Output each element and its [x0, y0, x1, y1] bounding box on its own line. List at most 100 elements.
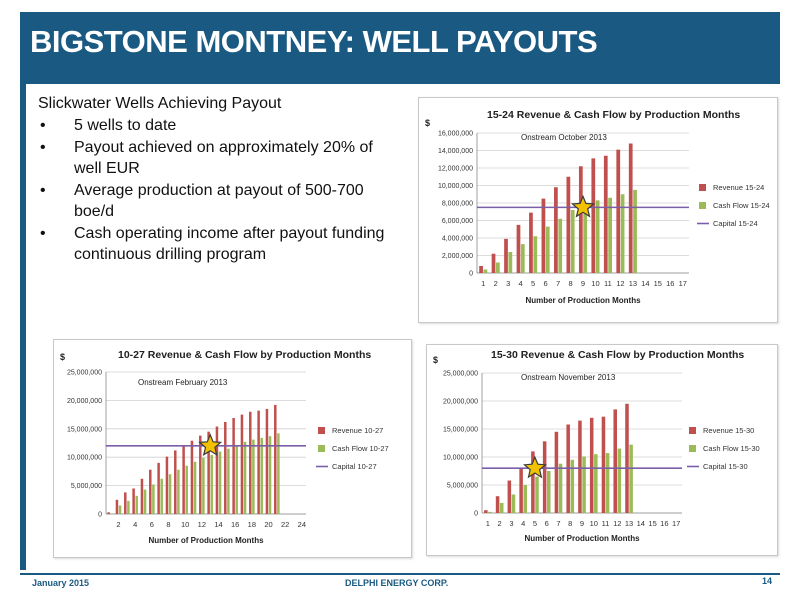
legend-label: Cash Flow 15-30 — [703, 444, 760, 453]
bullet-item: • Average production at payout of 500-700… — [38, 180, 398, 222]
cashflow-bar — [499, 502, 504, 513]
chart-10-27-svg: 10-27 Revenue & Cash Flow by Production … — [60, 349, 389, 545]
cashflow-bar — [617, 448, 622, 513]
revenue-bar — [257, 410, 260, 514]
legend-label: Capital 10-27 — [332, 462, 377, 471]
revenue-bar — [479, 266, 483, 273]
y-tick-label: 2,000,000 — [442, 253, 473, 260]
x-tick-label: 16 — [666, 279, 674, 288]
revenue-bar — [107, 512, 110, 514]
revenue-bar — [504, 238, 508, 273]
x-tick-label: 11 — [604, 279, 612, 288]
revenue-bar — [554, 187, 558, 273]
footer-company: DELPHI ENERGY CORP. — [345, 578, 449, 588]
x-tick-label: 2 — [494, 279, 498, 288]
revenue-bar — [491, 253, 496, 273]
chart-15-30-svg: 15-30 Revenue & Cash Flow by Production … — [433, 349, 760, 543]
x-tick-label: 10 — [591, 279, 599, 288]
x-tick-label: 12 — [198, 520, 206, 529]
revenue-bar — [132, 488, 135, 514]
cashflow-bar — [152, 484, 155, 514]
revenue-bar — [124, 492, 127, 514]
y-tick-label: 20,000,000 — [67, 398, 102, 405]
x-tick-label: 17 — [672, 519, 680, 528]
legend-label: Revenue 10-27 — [332, 426, 383, 435]
payout-star-icon — [570, 194, 596, 218]
chart-15-30: 15-30 Revenue & Cash Flow by Production … — [426, 344, 778, 556]
cashflow-bar — [202, 457, 205, 514]
revenue-bar — [589, 417, 594, 513]
cashflow-bar — [605, 453, 610, 513]
x-tick-label: 6 — [150, 520, 154, 529]
x-tick-label: 2 — [498, 519, 502, 528]
revenue-bar — [566, 176, 571, 273]
bullet-text: Average production at payout of 500-700 … — [74, 182, 364, 220]
x-tick-label: 8 — [568, 519, 572, 528]
revenue-bar — [507, 480, 512, 513]
revenue-bar — [274, 404, 277, 514]
y-tick-label: 0 — [469, 271, 473, 278]
cashflow-bar — [608, 197, 612, 273]
revenue-bar — [591, 158, 596, 273]
x-tick-label: 7 — [556, 519, 560, 528]
x-tick-label: 1 — [486, 519, 490, 528]
x-tick-label: 6 — [544, 279, 548, 288]
bullet-item: • 5 wells to date — [38, 115, 398, 136]
chart-15-24-svg: 15-24 Revenue & Cash Flow by Production … — [425, 109, 770, 305]
bullet-panel: Slickwater Wells Achieving Payout • 5 wel… — [38, 93, 398, 266]
revenue-bar — [495, 496, 500, 513]
cashflow-bar — [523, 485, 528, 513]
bullet-item: • Cash operating income after payout fund… — [38, 223, 398, 265]
x-tick-label: 13 — [629, 279, 637, 288]
cashflow-bar — [545, 226, 550, 273]
cashflow-bar — [558, 463, 563, 513]
revenue-bar — [554, 431, 559, 513]
cashflow-bar — [633, 189, 637, 273]
x-tick-label: 24 — [298, 520, 306, 529]
legend-label: Cash Flow 15-24 — [713, 201, 770, 210]
y-axis-label: $ — [425, 118, 430, 128]
x-tick-label: 15 — [654, 279, 662, 288]
revenue-bar — [224, 421, 227, 514]
revenue-bar — [240, 414, 244, 514]
revenue-bar — [625, 403, 629, 513]
bullet-item: • Payout achieved on approximately 20% of… — [38, 137, 398, 179]
bullet-list: • 5 wells to date • Payout achieved on app… — [38, 115, 398, 265]
cashflow-bar — [547, 471, 551, 513]
revenue-bar — [531, 451, 535, 513]
cashflow-bar — [570, 459, 575, 513]
legend-label: Revenue 15-30 — [703, 426, 754, 435]
x-tick-label: 8 — [568, 279, 572, 288]
y-tick-label: 25,000,000 — [443, 371, 478, 378]
revenue-bar — [115, 499, 119, 514]
onstream-annotation: Onstream February 2013 — [138, 378, 228, 387]
onstream-annotation: Onstream October 2013 — [521, 133, 607, 142]
revenue-bar — [613, 409, 617, 513]
y-tick-label: 5,000,000 — [71, 483, 102, 490]
legend-swatch — [318, 445, 325, 452]
cashflow-bar — [496, 262, 500, 273]
revenue-bar — [578, 420, 582, 513]
legend-label: Revenue 15-24 — [713, 183, 764, 192]
cashflow-bar — [508, 252, 513, 273]
legend-swatch — [689, 445, 696, 452]
left-accent-stripe — [20, 84, 26, 570]
cashflow-bar — [520, 244, 525, 273]
revenue-bar — [249, 411, 252, 514]
y-tick-label: 0 — [474, 511, 478, 518]
header-bar: BIGSTONE MONTNEY: WELL PAYOUTS — [0, 0, 800, 84]
bullet-dot: • — [40, 225, 46, 242]
title-band — [20, 12, 780, 84]
revenue-bar — [541, 198, 546, 273]
y-axis-label: $ — [433, 355, 438, 365]
revenue-bar — [182, 445, 185, 514]
revenue-bar — [516, 224, 521, 273]
cashflow-bar — [570, 210, 575, 273]
x-tick-label: 20 — [264, 520, 272, 529]
x-tick-label: 10 — [181, 520, 189, 529]
y-tick-label: 15,000,000 — [67, 426, 102, 433]
revenue-bar — [140, 478, 144, 514]
chart-title: 15-24 Revenue & Cash Flow by Production … — [487, 109, 740, 121]
x-tick-label: 16 — [660, 519, 668, 528]
revenue-bar — [232, 418, 235, 514]
